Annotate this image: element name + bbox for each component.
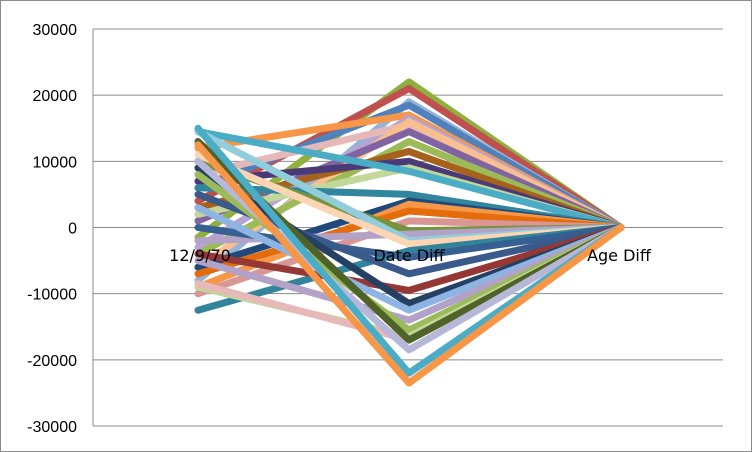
series-line bbox=[194, 224, 625, 294]
y-tick-label: 0 bbox=[68, 221, 77, 238]
series-line bbox=[194, 141, 625, 387]
y-tick-label: -30000 bbox=[27, 419, 77, 436]
x-category-label: 12/9/70 bbox=[169, 246, 231, 265]
y-tick-label: -20000 bbox=[27, 353, 77, 370]
y-axis-labels: 30000 20000 10000 0 -10000 -20000 -30000 bbox=[27, 22, 77, 436]
x-category-label: Age Diff bbox=[587, 246, 652, 265]
x-axis-labels: 12/9/70 Date Diff Age Diff bbox=[169, 246, 652, 265]
y-tick-label: 20000 bbox=[33, 88, 78, 105]
series-line bbox=[194, 128, 625, 231]
series-line bbox=[194, 224, 625, 261]
x-category-label: Date Diff bbox=[373, 246, 445, 265]
y-tick-label: -10000 bbox=[27, 287, 77, 304]
y-tick-label: 10000 bbox=[33, 154, 78, 171]
series-lines bbox=[194, 78, 625, 387]
y-tick-label: 30000 bbox=[33, 22, 78, 39]
